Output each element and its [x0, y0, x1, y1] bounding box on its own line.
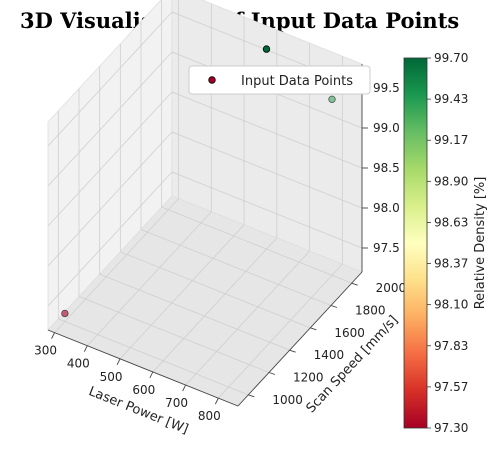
y-tick-label: 1000: [272, 393, 303, 407]
x-tick-mark: [83, 345, 88, 352]
x-axis-ticks: 300 400 500 600 700 800: [34, 332, 221, 423]
colorbar-tick-label: 99.43: [434, 92, 468, 106]
grid-line-x: [54, 198, 179, 333]
grid-line-x: [218, 263, 343, 399]
grid-line-x: [152, 237, 278, 373]
legend-box: [188, 65, 371, 95]
grid-line-x: [119, 224, 245, 360]
data-point: [328, 95, 336, 104]
grid-line-y: [120, 251, 311, 329]
y-tick-label: 1200: [293, 371, 324, 385]
grid-line-y: [99, 273, 290, 351]
y-tick-mark: [268, 372, 276, 375]
data-points: [61, 45, 336, 318]
z-tick-label: 97.5: [373, 241, 400, 255]
grid-line-y: [78, 296, 270, 373]
colorbar-tick-label: 98.90: [434, 174, 468, 188]
grid-line-y: [161, 206, 352, 284]
y-tick-mark: [330, 305, 338, 308]
y-tick-label: 1600: [334, 326, 365, 340]
z-axis-ticks: 97.5 98.0 98.5 99.0 99.5: [362, 81, 400, 255]
y-tick-label: 1800: [355, 304, 386, 318]
y-tick-mark: [351, 282, 358, 286]
x-tick-label: 600: [132, 383, 155, 397]
grid-line-z: [171, 171, 363, 249]
y-tick-label: 2000: [376, 281, 407, 295]
y-tick-mark: [310, 327, 317, 331]
colorbar-label: Relative Density [%]: [473, 177, 488, 310]
y-tick-mark: [248, 394, 255, 398]
colorbar-tick-label: 97.57: [434, 380, 468, 394]
grid-line-y: [140, 229, 332, 306]
grid-line-x: [185, 250, 310, 386]
z-tick-label: 99.0: [373, 121, 400, 135]
data-point: [61, 309, 69, 318]
colorbar-tick-label: 99.17: [434, 133, 468, 147]
x-tick-label: 400: [67, 357, 90, 371]
y-axis-ticks: 1000 1200 1400 1600 1800 2000: [248, 281, 406, 407]
z-tick-label: 98.5: [373, 161, 400, 175]
colorbar-gradient: [403, 57, 428, 429]
x-tick-mark: [214, 397, 219, 405]
x-tick-mark: [116, 358, 121, 366]
grid-line-z: [47, 131, 173, 267]
legend-label: Input Data Points: [241, 74, 353, 89]
grid-line-z: [171, 131, 363, 209]
z-tick-label: 99.5: [373, 81, 400, 95]
grid-line-x: [87, 211, 212, 346]
x-tick-mark: [51, 332, 55, 339]
colorbar-ticks: 99.70 99.43 99.17 98.90 98.63 98.37 98.10 97.83…: [427, 51, 468, 435]
colorbar-tick-label: 97.83: [434, 339, 468, 353]
grid-lines: [47, 0, 363, 399]
colorbar-tick-label: 98.10: [434, 298, 468, 312]
y-tick-label: 1400: [314, 348, 345, 362]
z-tick-label: 98.0: [373, 201, 400, 215]
y-tick-mark: [289, 349, 296, 353]
grid-line-z: [171, 91, 363, 169]
x-tick-mark: [182, 384, 186, 392]
legend-marker: [208, 76, 216, 84]
grid-line-z: [47, 171, 173, 307]
y-axis-line: [237, 271, 363, 407]
grid-line-z: [47, 91, 173, 227]
grid-line-z: [47, 11, 173, 147]
colorbar-tick-label: 98.37: [434, 257, 468, 271]
x-axis-line: [47, 329, 239, 407]
grid-line-y: [58, 318, 249, 396]
colorbar-tick-label: 99.70: [434, 51, 468, 65]
colorbar-tick-label: 97.30: [434, 421, 468, 435]
colorbar-tick-label: 98.63: [434, 215, 468, 229]
x-tick-label: 300: [34, 344, 57, 358]
x-tick-mark: [149, 371, 154, 379]
grid-line-z: [47, 51, 173, 187]
x-tick-label: 700: [165, 396, 188, 410]
legend: Input Data Points: [188, 65, 371, 95]
x-tick-label: 800: [198, 409, 221, 423]
colorbar: 99.70 99.43 99.17 98.90 98.63 98.37 98.10 97.83…: [403, 51, 488, 435]
data-point: [262, 45, 271, 53]
x-tick-label: 500: [100, 370, 123, 384]
